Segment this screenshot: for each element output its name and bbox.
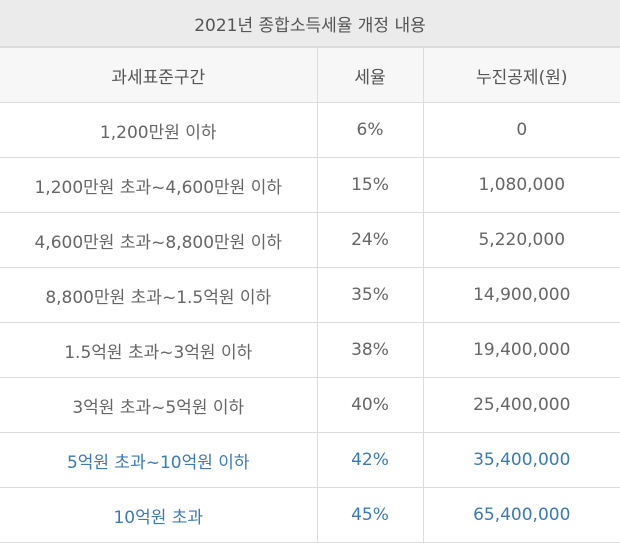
- header-rate: 세율: [316, 47, 424, 103]
- table-row-highlighted: 5억원 초과~10억원 이하 42% 35,400,000: [0, 432, 620, 488]
- table-row: 1,200만원 이하 6% 0: [0, 102, 620, 158]
- rate-cell: 15%: [316, 157, 424, 213]
- deduction-cell: 14,900,000: [422, 267, 620, 323]
- rate-cell: 6%: [316, 102, 424, 158]
- table-title: 2021년 종합소득세율 개정 내용: [0, 0, 620, 47]
- bracket-cell: 4,600만원 초과~8,800만원 이하: [0, 212, 318, 268]
- table-row: 1,200만원 초과~4,600만원 이하 15% 1,080,000: [0, 157, 620, 213]
- bracket-cell: 3억원 초과~5억원 이하: [0, 377, 318, 433]
- rate-cell: 38%: [316, 322, 424, 378]
- deduction-cell: 19,400,000: [422, 322, 620, 378]
- table-row: 4,600만원 초과~8,800만원 이하 24% 5,220,000: [0, 212, 620, 268]
- bracket-cell: 10억원 초과: [0, 487, 318, 543]
- deduction-cell: 25,400,000: [422, 377, 620, 433]
- bracket-cell: 1.5억원 초과~3억원 이하: [0, 322, 318, 378]
- deduction-cell: 35,400,000: [422, 432, 620, 488]
- rate-cell: 45%: [316, 487, 424, 543]
- deduction-cell: 5,220,000: [422, 212, 620, 268]
- deduction-cell: 1,080,000: [422, 157, 620, 213]
- bracket-cell: 1,200만원 이하: [0, 102, 318, 158]
- bracket-cell: 8,800만원 초과~1.5억원 이하: [0, 267, 318, 323]
- table-row: 3억원 초과~5억원 이하 40% 25,400,000: [0, 377, 620, 433]
- header-deduction: 누진공제(원): [422, 47, 620, 103]
- rate-cell: 40%: [316, 377, 424, 433]
- bracket-cell: 1,200만원 초과~4,600만원 이하: [0, 157, 318, 213]
- tax-rate-table: 과세표준구간 세율 누진공제(원) 1,200만원 이하 6% 0 1,200만…: [0, 47, 620, 543]
- bracket-cell: 5억원 초과~10억원 이하: [0, 432, 318, 488]
- deduction-cell: 0: [422, 102, 620, 158]
- header-row: 과세표준구간 세율 누진공제(원): [0, 47, 620, 103]
- rate-cell: 42%: [316, 432, 424, 488]
- table-row: 1.5억원 초과~3억원 이하 38% 19,400,000: [0, 322, 620, 378]
- table-row: 8,800만원 초과~1.5억원 이하 35% 14,900,000: [0, 267, 620, 323]
- rate-cell: 24%: [316, 212, 424, 268]
- rate-cell: 35%: [316, 267, 424, 323]
- deduction-cell: 65,400,000: [422, 487, 620, 543]
- header-bracket: 과세표준구간: [0, 47, 318, 103]
- table-row-highlighted: 10억원 초과 45% 65,400,000: [0, 487, 620, 543]
